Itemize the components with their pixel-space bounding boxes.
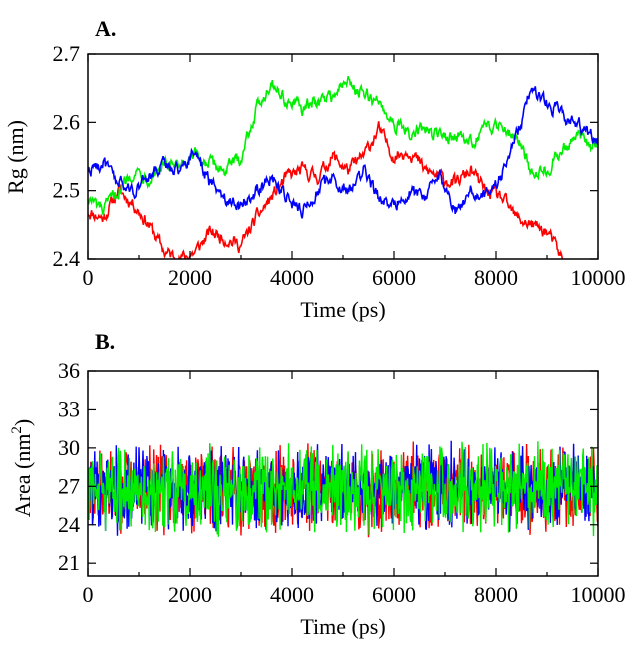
panel-a-xlabel: Time (ps) xyxy=(300,297,385,322)
panel-b-label: B. xyxy=(95,329,115,354)
y-tick-label: 33 xyxy=(58,396,80,421)
x-tick-label: 10000 xyxy=(571,265,626,290)
y-tick-label: 27 xyxy=(58,473,80,498)
y-tick-label: 30 xyxy=(58,435,80,460)
panel-a-series xyxy=(88,75,598,259)
panel-b-ylabel-sup: 2 xyxy=(9,426,25,434)
panel-b: B. 0 2000 4000 6000 8000 10000 21 24 27 30 33 36 Ti… xyxy=(9,329,626,639)
x-tick-label: 0 xyxy=(83,582,94,607)
x-tick-label: 2000 xyxy=(168,582,212,607)
y-tick-label: 21 xyxy=(58,550,80,575)
panel-a-label: A. xyxy=(95,16,116,41)
x-tick-label: 4000 xyxy=(270,582,314,607)
series-line-2 xyxy=(88,75,598,218)
x-tick-label: 10000 xyxy=(571,582,626,607)
x-tick-label: 6000 xyxy=(372,265,416,290)
panel-b-xlabel: Time (ps) xyxy=(300,614,385,639)
x-tick-label: 4000 xyxy=(270,265,314,290)
x-tick-label: 8000 xyxy=(474,265,518,290)
x-tick-label: 0 xyxy=(83,265,94,290)
y-tick-label: 2.7 xyxy=(53,41,81,66)
panel-b-ylabel-main: Area (nm xyxy=(10,434,35,518)
panel-b-ylabel: Area (nm2) xyxy=(9,419,35,518)
x-tick-label: 8000 xyxy=(474,582,518,607)
y-tick-label: 2.5 xyxy=(53,178,81,203)
series-line-3 xyxy=(88,441,598,537)
y-tick-label: 2.6 xyxy=(53,109,81,134)
y-tick-label: 24 xyxy=(58,512,80,537)
panel-a: A. 0 2000 4000 6000 8000 10000 2.4 2.5 2.6 2.7 Ti… xyxy=(3,16,626,322)
y-tick-label: 36 xyxy=(58,358,80,383)
x-tick-label: 2000 xyxy=(168,265,212,290)
panel-b-series xyxy=(88,440,598,538)
series-line-3 xyxy=(88,86,598,219)
panel-b-ylabel-close: ) xyxy=(10,419,35,426)
panel-a-ylabel: Rg (nm) xyxy=(3,120,28,194)
panel-b-ticks: 0 2000 4000 6000 8000 10000 21 24 27 30 33 36 xyxy=(58,358,626,607)
panel-a-ticks: 0 2000 4000 6000 8000 10000 2.4 2.5 2.6 2.7 xyxy=(53,41,626,290)
x-tick-label: 6000 xyxy=(372,582,416,607)
y-tick-label: 2.4 xyxy=(53,246,81,271)
series-line-1 xyxy=(88,121,564,259)
